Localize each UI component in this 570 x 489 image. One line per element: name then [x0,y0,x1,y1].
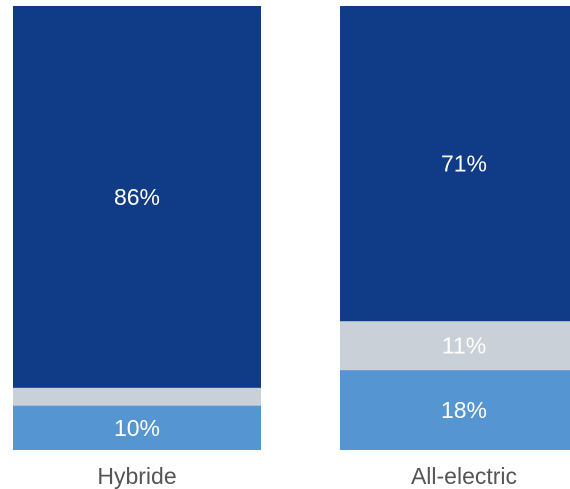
bar-segment-0-1 [13,387,261,406]
data-label-0-0: 10% [114,415,160,441]
data-label-1-2: 71% [441,151,487,177]
bar-segment-0-0 [13,405,261,450]
data-label-0-2: 86% [114,184,160,210]
bar-segment-0-2 [13,6,261,388]
category-labels-group: Hybride All-electric [97,463,517,489]
bars-group [13,6,570,450]
bar-segment-1-1 [340,321,570,371]
bar-segment-1-2 [340,6,570,322]
bar-segment-1-0 [340,370,570,450]
category-label-0: Hybride [97,463,176,489]
data-label-1-1: 11% [442,333,486,359]
data-label-1-0: 18% [441,397,487,423]
segment-labels-group: 10% 86% 18% 11% 71% [114,151,487,441]
category-label-1: All-electric [411,463,517,489]
